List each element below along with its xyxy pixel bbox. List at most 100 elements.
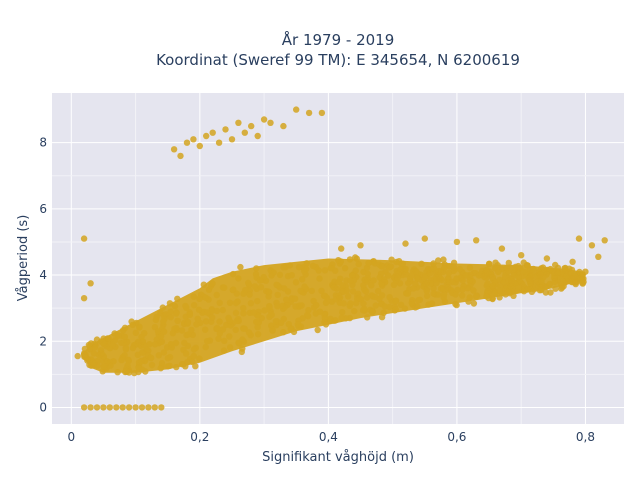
scatter-point bbox=[193, 321, 200, 328]
scatter-point bbox=[185, 331, 192, 338]
scatter-point bbox=[418, 260, 425, 267]
scatter-point bbox=[158, 404, 165, 411]
scatter-point bbox=[148, 361, 156, 369]
scatter-point bbox=[551, 278, 558, 285]
scatter-point bbox=[101, 363, 108, 370]
scatter-point bbox=[178, 327, 186, 334]
scatter-point bbox=[157, 338, 164, 346]
scatter-point bbox=[314, 326, 321, 334]
x-tick-label: 0,6 bbox=[447, 430, 466, 444]
scatter-point bbox=[123, 367, 130, 375]
scatter-point bbox=[215, 335, 222, 342]
scatter-point bbox=[235, 119, 242, 127]
scatter-point bbox=[226, 344, 234, 351]
scatter-point bbox=[347, 300, 354, 307]
scatter-point bbox=[547, 289, 554, 296]
scatter-point bbox=[444, 276, 452, 283]
scatter-point bbox=[318, 109, 326, 117]
scatter-point bbox=[484, 280, 491, 287]
scatter-point bbox=[404, 290, 412, 297]
scatter-point bbox=[538, 278, 545, 285]
scatter-point bbox=[166, 300, 174, 307]
scatter-point bbox=[106, 404, 114, 411]
scatter-point bbox=[351, 307, 358, 315]
scatter-point bbox=[160, 312, 168, 319]
scatter-point bbox=[109, 342, 116, 349]
scatter-point bbox=[209, 280, 216, 287]
scatter-point bbox=[248, 122, 255, 130]
scatter-point bbox=[171, 302, 179, 310]
scatter-point bbox=[87, 280, 94, 287]
scatter-point bbox=[135, 364, 142, 371]
scatter-point bbox=[251, 283, 259, 290]
scatter-point bbox=[322, 321, 330, 328]
scatter-point bbox=[364, 275, 371, 282]
scatter-point bbox=[510, 292, 517, 299]
scatter-point bbox=[341, 265, 349, 272]
scatter-point bbox=[159, 304, 166, 311]
scatter-point bbox=[270, 269, 277, 276]
scatter-point bbox=[98, 350, 105, 357]
scatter-point bbox=[369, 258, 376, 266]
scatter-point bbox=[318, 287, 325, 294]
scatter-point bbox=[357, 242, 364, 249]
scatter-point bbox=[215, 139, 223, 146]
scatter-point bbox=[305, 109, 313, 117]
scatter-point bbox=[113, 404, 120, 411]
scatter-point bbox=[466, 264, 474, 271]
scatter-point bbox=[171, 325, 178, 333]
scatter-point bbox=[408, 299, 415, 306]
scatter-point bbox=[285, 321, 292, 328]
scatter-point bbox=[422, 280, 430, 287]
scatter-point bbox=[219, 306, 226, 314]
scatter-point bbox=[141, 330, 148, 337]
scatter-point bbox=[115, 332, 122, 339]
scatter-point bbox=[195, 306, 203, 313]
scatter-point bbox=[209, 314, 216, 321]
scatter-point bbox=[266, 303, 273, 311]
scatter-point bbox=[364, 314, 371, 321]
scatter-point bbox=[426, 270, 434, 277]
scatter-point bbox=[202, 343, 209, 351]
scatter-point bbox=[435, 257, 442, 264]
y-axis-title: Vågperiod (s) bbox=[16, 215, 31, 302]
scatter-point bbox=[504, 289, 512, 296]
scatter-point bbox=[253, 318, 260, 326]
scatter-point bbox=[93, 404, 101, 411]
scatter-point bbox=[363, 294, 371, 301]
scatter-point bbox=[74, 352, 81, 360]
y-tick-label: 8 bbox=[39, 136, 47, 150]
scatter-point bbox=[368, 308, 376, 316]
scatter-point bbox=[167, 314, 174, 321]
scatter-point bbox=[118, 356, 125, 364]
scatter-point bbox=[554, 269, 561, 276]
scatter-point bbox=[221, 284, 228, 291]
scatter-point bbox=[430, 260, 437, 267]
scatter-point bbox=[567, 270, 574, 277]
scatter-point bbox=[483, 266, 490, 274]
x-tick-label: 0,8 bbox=[576, 430, 595, 444]
scatter-point bbox=[123, 338, 131, 345]
scatter-point bbox=[184, 318, 192, 326]
scatter-point bbox=[173, 363, 180, 371]
scatter-point bbox=[182, 350, 190, 357]
scatter-point bbox=[216, 318, 223, 325]
scatter-point bbox=[240, 290, 247, 297]
scatter-point bbox=[147, 354, 154, 361]
scatter-point bbox=[235, 316, 242, 323]
scatter-point bbox=[345, 293, 352, 300]
scatter-point bbox=[292, 279, 300, 286]
scatter-point bbox=[280, 264, 287, 271]
scatter-point bbox=[402, 265, 409, 273]
scatter-point bbox=[353, 299, 360, 307]
scatter-point bbox=[85, 341, 93, 349]
scatter-point bbox=[321, 311, 328, 319]
scatter-point bbox=[239, 336, 246, 343]
scatter-point bbox=[157, 333, 165, 340]
scatter-point bbox=[245, 279, 252, 287]
scatter-point bbox=[241, 129, 248, 136]
scatter-point bbox=[336, 294, 344, 301]
scatter-point bbox=[312, 310, 319, 317]
scatter-point bbox=[232, 309, 240, 317]
